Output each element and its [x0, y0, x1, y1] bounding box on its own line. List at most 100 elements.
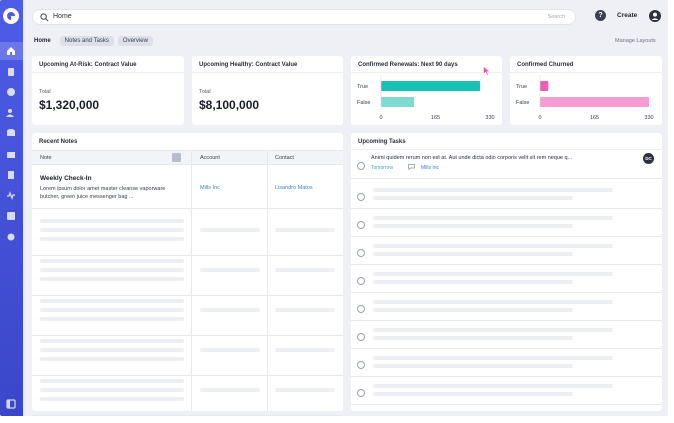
metric-value: $1,320,000	[39, 98, 100, 112]
metric-value: $8,100,000	[199, 98, 260, 112]
contact-link[interactable]: Lisandro Matos	[275, 185, 313, 191]
task-complete-checkbox[interactable]	[357, 389, 365, 397]
skeleton-line	[373, 336, 573, 340]
tab-home[interactable]: Home	[34, 38, 51, 44]
skeleton-line	[40, 259, 184, 263]
create-button[interactable]: Create	[617, 12, 638, 19]
app-logo[interactable]	[3, 8, 19, 24]
dollar-icon[interactable]	[6, 87, 16, 97]
churned-chart-card: Confirmed Churned True False 0 165 330	[510, 56, 662, 125]
skeleton-line	[40, 339, 184, 343]
skeleton-line	[40, 277, 184, 281]
task-complete-checkbox[interactable]	[357, 249, 365, 257]
skeleton-line	[373, 364, 573, 368]
metric-label: Total	[39, 89, 51, 95]
column-header-account[interactable]: Account	[200, 155, 220, 161]
row-divider	[351, 178, 662, 179]
tab-notes-and-tasks[interactable]: Notes and Tasks	[59, 36, 114, 46]
skeleton-line	[40, 348, 184, 352]
manage-layouts-link[interactable]: Manage Layouts	[615, 38, 656, 44]
skeleton-line	[40, 219, 184, 223]
document-icon[interactable]	[6, 67, 16, 77]
row-divider	[32, 375, 343, 376]
bar-true	[540, 81, 549, 91]
tick-label: 165	[431, 115, 440, 121]
settings-icon[interactable]	[6, 232, 16, 242]
search-input[interactable]: Home	[53, 13, 72, 20]
comment-icon[interactable]	[408, 164, 415, 170]
divider	[351, 149, 662, 150]
note-body: Lorem ipsum dolor amet master cleanse va…	[40, 186, 166, 200]
row-divider	[351, 348, 662, 349]
app-frame: Home Search ? Create Home Notes and Task…	[0, 0, 668, 416]
divider	[510, 72, 662, 73]
row-divider	[351, 208, 662, 209]
column-header-contact[interactable]: Contact	[275, 155, 294, 161]
skeleton-line	[40, 388, 184, 392]
column-header-note[interactable]: Note	[40, 155, 52, 161]
task-complete-checkbox[interactable]	[357, 193, 365, 201]
task-complete-checkbox[interactable]	[357, 361, 365, 369]
card-title: Recent Notes	[39, 139, 78, 145]
skeleton-line	[373, 224, 573, 228]
skeleton-line	[40, 397, 184, 401]
renewals-bar-chart: True False 0 165 330	[357, 75, 495, 121]
database-icon[interactable]	[6, 128, 16, 138]
users-icon[interactable]	[6, 108, 16, 118]
help-icon[interactable]: ?	[595, 10, 606, 21]
note-title[interactable]: Weekly Check-In	[40, 175, 92, 182]
sidebar	[0, 0, 23, 416]
row-divider	[351, 292, 662, 293]
row-divider	[351, 236, 662, 237]
row-divider	[32, 208, 343, 209]
mail-icon[interactable]	[6, 150, 16, 160]
account-link[interactable]: Mills Inc	[200, 185, 220, 191]
collapse-sidebar-icon[interactable]	[6, 399, 16, 409]
skeleton-line	[373, 300, 613, 304]
task-complete-checkbox[interactable]	[357, 277, 365, 285]
filter-icon[interactable]	[172, 153, 181, 162]
skeleton-line	[40, 357, 184, 361]
chart-icon[interactable]	[6, 211, 16, 221]
bar-false	[381, 97, 415, 107]
skeleton-line	[40, 308, 184, 312]
divider	[351, 72, 502, 73]
card-title: Upcoming Tasks	[358, 139, 406, 145]
tab-overview[interactable]: Overview	[117, 36, 153, 46]
tick-label: 330	[644, 115, 653, 121]
home-icon[interactable]	[6, 46, 16, 56]
metric-label: Total	[199, 89, 211, 95]
skeleton-line	[373, 308, 573, 312]
user-avatar-icon[interactable]	[649, 10, 661, 22]
row-divider	[32, 415, 343, 416]
task-complete-checkbox[interactable]	[357, 162, 365, 170]
skeleton-line	[40, 268, 184, 272]
activity-icon[interactable]	[6, 190, 16, 200]
task-account-link[interactable]: Mills Inc	[421, 165, 440, 171]
skeleton-line	[373, 392, 573, 396]
task-complete-checkbox[interactable]	[357, 333, 365, 341]
churned-bar-chart: True False 0 165 330	[516, 75, 654, 121]
table-header: Note Account Contact	[32, 150, 343, 165]
file-icon[interactable]	[6, 170, 16, 180]
skeleton-line	[373, 272, 613, 276]
search-icon	[40, 13, 49, 22]
skeleton-line	[373, 216, 613, 220]
at-risk-card: Upcoming At-Risk: Contract Value Total $…	[32, 56, 184, 125]
task-complete-checkbox[interactable]	[357, 221, 365, 229]
tick-label: 0	[538, 115, 541, 121]
skeleton-line	[275, 268, 335, 272]
task-text[interactable]: Animi quidem rerum non est at. Aut unde …	[371, 155, 573, 161]
skeleton-line	[200, 308, 260, 312]
search-box[interactable]: Home Search	[32, 9, 576, 25]
card-title: Upcoming Healthy: Contract Value	[199, 62, 298, 68]
task-complete-checkbox[interactable]	[357, 305, 365, 313]
tick-label: 165	[590, 115, 599, 121]
skeleton-line	[373, 328, 613, 332]
row-divider	[351, 376, 662, 377]
tick-label: 0	[379, 115, 382, 121]
divider	[32, 72, 184, 73]
category-label: False	[516, 100, 529, 106]
bar-true	[381, 81, 481, 91]
skeleton-line	[373, 280, 573, 284]
